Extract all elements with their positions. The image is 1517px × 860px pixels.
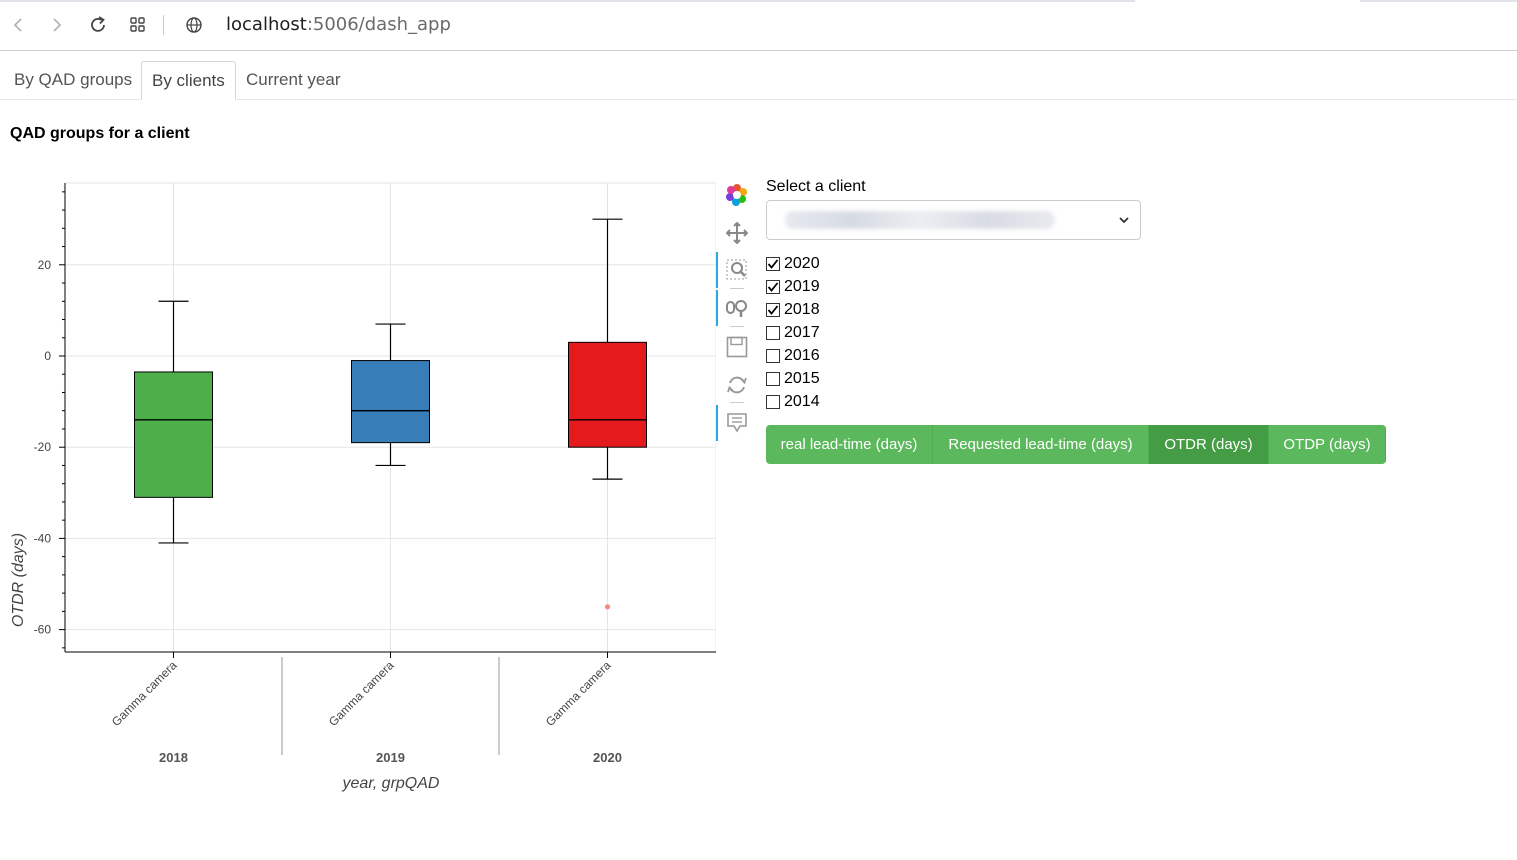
url-host: localhost [226,14,307,35]
page-title: QAD groups for a client [10,125,190,142]
reset-icon[interactable] [722,370,752,400]
url-path: :5006/dash_app [306,14,451,35]
pan-icon[interactable] [722,218,752,248]
controls-panel: Select a client 2020 2019 2018 2017 2016 2015… [766,178,1141,413]
checkbox-checked[interactable] [766,279,780,294]
active-tool-indicator [716,290,718,326]
checkbox-unchecked[interactable] [766,371,780,386]
x-year-label: 2018 [159,750,188,765]
active-tool-indicator [716,252,718,288]
check-icon [767,281,779,292]
box-iqr [134,371,213,498]
year-checkbox-label: 2015 [784,369,820,387]
x-year-label: 2019 [376,750,405,765]
plot-toolbar [716,180,756,450]
year-checkbox-row[interactable]: 2016 [766,344,1141,367]
year-checkbox-label: 2018 [784,300,820,318]
back-icon[interactable] [5,12,31,38]
forward-icon[interactable] [44,12,70,38]
y-tick-label: -60 [34,623,52,637]
save-icon[interactable] [722,332,752,362]
tab-bar: By QAD groups By clients Current year [0,61,1517,100]
outlier-point [604,604,611,610]
blurred-client-value [785,211,1055,229]
client-select[interactable] [766,200,1141,240]
box-group-2020 [568,218,647,610]
active-tool-indicator [716,405,718,441]
checkbox-unchecked[interactable] [766,325,780,340]
year-checkbox-label: 2014 [784,392,820,410]
year-checkbox-row[interactable]: 2017 [766,321,1141,344]
year-checkbox-row[interactable]: 2015 [766,367,1141,390]
tab-by-clients[interactable]: By clients [141,61,236,100]
tab-strip-line-right [1360,0,1517,2]
year-checkbox-label: 2017 [784,323,820,341]
checkbox-checked[interactable] [766,256,780,271]
x-year-label: 2020 [593,750,622,765]
metric-button[interactable]: OTDP (days) [1269,425,1386,464]
y-axis-label: OTDR (days) [10,533,27,627]
year-checkbox-row[interactable]: 2020 [766,252,1141,275]
metric-button-group: real lead-time (days) Requested lead-time… [766,425,1386,464]
tab-strip-line [0,0,1135,2]
toolbar-separator [730,288,744,289]
box-iqr [568,341,647,448]
year-checklist: 2020 2019 2018 2017 2016 2015 2014 [766,252,1141,413]
check-icon [767,258,779,269]
x-axis-label: year, grpQAD [342,775,440,792]
check-icon [767,304,779,315]
tab-by-qad-groups[interactable]: By QAD groups [14,70,133,89]
y-tick-label: 0 [44,349,51,363]
toolbar-divider [163,15,164,35]
box-series [134,218,647,610]
toolbar-separator [730,402,744,403]
year-checkbox-label: 2020 [784,254,820,272]
year-checkbox-row[interactable]: 2019 [766,275,1141,298]
url-field[interactable]: localhost:5006/dash_app [226,14,451,35]
x-group-label: Gamma camera [109,658,180,729]
bokeh-logo-icon[interactable] [722,180,752,210]
apps-grid-icon[interactable] [125,12,151,38]
y-tick-label: 20 [38,258,52,272]
chevron-down-icon [1119,217,1129,224]
y-tick-label: -40 [34,531,52,545]
box-plot-chart[interactable]: -60 -40 -20 0 20 Gamma camera 2018 Gamma camera… [0,160,716,810]
browser-address-bar: localhost:5006/dash_app [0,0,1517,51]
box-zoom-icon[interactable] [722,255,752,285]
toolbar-separator [730,326,744,327]
reload-icon[interactable] [85,12,111,38]
metric-button[interactable]: OTDR (days) [1149,425,1269,464]
select-client-label: Select a client [766,178,866,195]
checkbox-unchecked[interactable] [766,394,780,409]
year-checkbox-label: 2019 [784,277,820,295]
x-group-label: Gamma camera [543,658,614,729]
year-checkbox-row[interactable]: 2014 [766,390,1141,413]
tab-current-year[interactable]: Current year [246,70,341,89]
wheel-zoom-icon[interactable] [722,293,752,323]
box-group-2019 [351,323,430,467]
year-checkbox-label: 2016 [784,346,820,364]
checkbox-checked[interactable] [766,302,780,317]
y-tick-label: -20 [34,440,52,454]
box-group-2018 [134,300,213,544]
metric-button[interactable]: real lead-time (days) [766,425,933,464]
checkbox-unchecked[interactable] [766,348,780,363]
x-group-label: Gamma camera [326,658,397,729]
box-iqr [351,360,430,444]
metric-button[interactable]: Requested lead-time (days) [933,425,1149,464]
year-checkbox-row[interactable]: 2018 [766,298,1141,321]
hover-icon[interactable] [722,408,752,438]
globe-icon[interactable] [181,12,207,38]
